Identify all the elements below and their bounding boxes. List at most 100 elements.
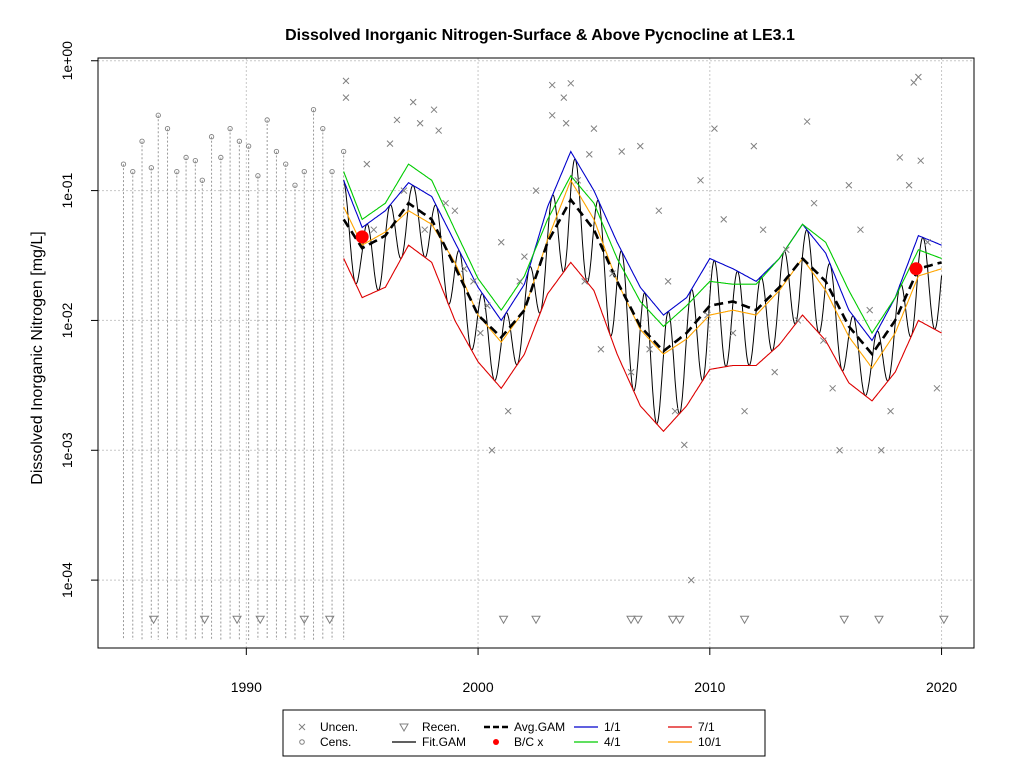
series-lines	[342, 150, 942, 433]
uncensored-point	[924, 238, 932, 246]
uncensored-point	[532, 187, 540, 194]
uncensored-point	[370, 226, 378, 234]
uncensored-point	[887, 407, 894, 415]
recensored-point	[667, 615, 678, 625]
recensored-point	[232, 615, 242, 625]
uncensored-point	[896, 154, 904, 161]
uncensored-point	[655, 207, 663, 215]
uncensored-point	[915, 73, 922, 81]
censored-points	[120, 107, 347, 640]
series-line-4-1	[343, 163, 942, 335]
uncensored-point	[562, 119, 570, 127]
censored-point	[208, 134, 215, 140]
uncensored-point	[627, 368, 635, 376]
y-tick-label: 1e-03	[59, 432, 75, 468]
censored-point	[183, 154, 189, 161]
recensored-point	[498, 615, 509, 625]
censored-point	[155, 112, 161, 118]
uncensored-point	[363, 160, 371, 168]
uncensored-point	[933, 384, 941, 392]
legend-label: Fit.GAM	[422, 735, 466, 749]
censored-point	[245, 143, 252, 149]
x-tick-label: 2010	[694, 679, 725, 695]
uncensored-point	[836, 446, 843, 454]
censored-point	[164, 125, 171, 132]
legend-label: 4/1	[604, 735, 621, 749]
recensored-point	[874, 615, 884, 625]
grid	[98, 58, 974, 648]
uncensored-point	[845, 181, 853, 189]
uncensored-point	[581, 277, 589, 285]
uncensored-point	[910, 79, 918, 86]
uncensored-point	[905, 181, 913, 189]
uncensored-point	[597, 345, 605, 353]
x-tick-label: 2000	[462, 679, 493, 695]
uncensored-point	[687, 576, 695, 584]
y-tick-label: 1e+00	[59, 41, 75, 81]
uncensored-point	[636, 142, 644, 150]
uncensored-point	[646, 345, 653, 353]
uncensored-point	[741, 407, 748, 415]
uncensored-point	[497, 238, 505, 246]
recensored-point	[324, 615, 335, 625]
uncensored-point	[750, 142, 758, 150]
uncensored-point	[504, 407, 512, 415]
censored-point	[120, 161, 127, 167]
uncensored-point	[451, 207, 459, 215]
uncensored-point	[548, 81, 556, 89]
legend-label: 7/1	[698, 720, 715, 734]
uncensored-point	[729, 329, 737, 337]
censored-point	[283, 161, 289, 167]
legend-box	[282, 709, 766, 757]
censored-point	[130, 168, 136, 175]
uncensored-point	[442, 199, 449, 207]
censored-point	[199, 177, 205, 183]
censored-point	[341, 148, 347, 155]
uncensored-point	[416, 119, 424, 127]
uncensored-point	[720, 216, 728, 223]
chart-title: Dissolved Inorganic Nitrogen-Surface & A…	[285, 27, 795, 44]
legend-symbol-bc	[493, 739, 499, 745]
uncensored-point	[460, 265, 468, 273]
uncensored-point	[782, 246, 790, 254]
bc-points	[355, 230, 923, 276]
legend-symbol-recensored	[399, 723, 409, 733]
uncensored-point	[488, 446, 496, 454]
uncensored-point	[704, 311, 711, 319]
uncensored-point	[342, 77, 350, 85]
censored-point	[218, 154, 224, 161]
uncensored-point	[574, 176, 582, 184]
uncensored-point	[386, 140, 394, 147]
uncensored-point	[803, 118, 811, 125]
legend-label: Recen.	[422, 720, 460, 734]
recensored-point	[626, 615, 636, 625]
legend-symbol-uncensored	[298, 723, 306, 731]
y-axis-label: Dissolved Inorganic Nitrogen [mg/L]	[29, 231, 46, 484]
recensored-point	[299, 615, 310, 625]
y-tick-label: 1e-01	[59, 172, 75, 208]
recensored-point	[531, 615, 541, 625]
uncensored-point	[664, 277, 672, 285]
uncensored-point	[857, 226, 864, 234]
uncensored-point	[866, 306, 874, 314]
recensored-point	[255, 615, 266, 625]
bc-point	[355, 230, 369, 244]
uncensored-point	[771, 368, 779, 376]
censored-point	[292, 182, 298, 188]
series-line-7-1	[343, 244, 942, 433]
uncensored-point	[697, 176, 704, 184]
uncensored-point	[435, 127, 443, 134]
avg-gam-line	[342, 197, 942, 357]
recensored-point	[739, 615, 750, 625]
uncensored-point	[877, 446, 885, 454]
censored-point	[320, 125, 326, 132]
legend-label: 10/1	[698, 735, 722, 749]
censored-point	[148, 165, 154, 171]
uncensored-point	[560, 94, 568, 101]
censored-point	[301, 168, 307, 175]
censored-point	[139, 138, 145, 144]
uncensored-point	[590, 125, 598, 132]
uncensored-point	[810, 199, 818, 207]
